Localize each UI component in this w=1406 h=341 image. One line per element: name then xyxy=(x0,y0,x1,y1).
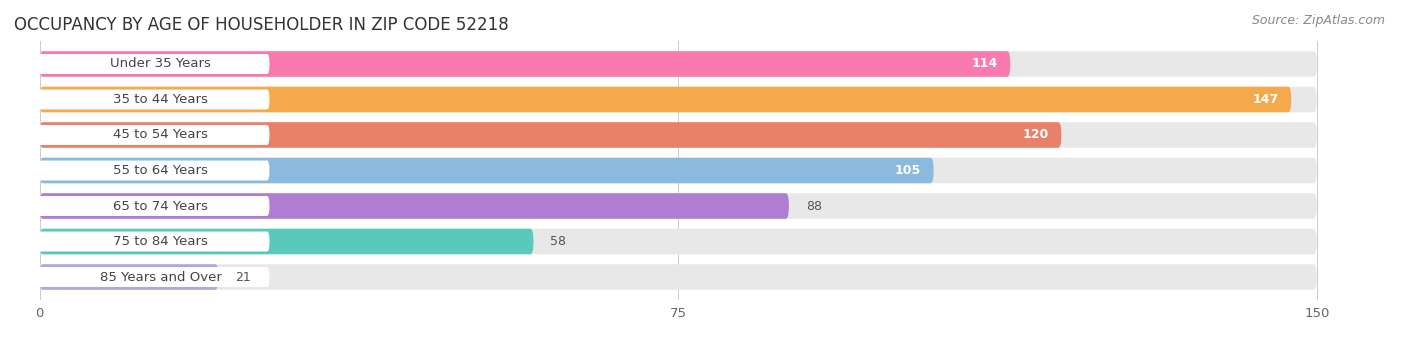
FancyBboxPatch shape xyxy=(39,193,1317,219)
Text: 21: 21 xyxy=(235,270,252,283)
FancyBboxPatch shape xyxy=(27,161,270,180)
Text: 45 to 54 Years: 45 to 54 Years xyxy=(114,129,208,142)
Text: 147: 147 xyxy=(1253,93,1278,106)
FancyBboxPatch shape xyxy=(27,125,270,145)
Text: Under 35 Years: Under 35 Years xyxy=(111,58,211,71)
FancyBboxPatch shape xyxy=(39,87,1317,112)
Text: OCCUPANCY BY AGE OF HOUSEHOLDER IN ZIP CODE 52218: OCCUPANCY BY AGE OF HOUSEHOLDER IN ZIP C… xyxy=(14,16,509,34)
FancyBboxPatch shape xyxy=(39,264,1317,290)
Text: 120: 120 xyxy=(1022,129,1049,142)
FancyBboxPatch shape xyxy=(39,193,789,219)
FancyBboxPatch shape xyxy=(39,229,1317,254)
Text: 75 to 84 Years: 75 to 84 Years xyxy=(114,235,208,248)
FancyBboxPatch shape xyxy=(39,122,1062,148)
FancyBboxPatch shape xyxy=(39,264,218,290)
Text: 114: 114 xyxy=(972,58,997,71)
FancyBboxPatch shape xyxy=(39,122,1317,148)
Text: 55 to 64 Years: 55 to 64 Years xyxy=(114,164,208,177)
Text: Source: ZipAtlas.com: Source: ZipAtlas.com xyxy=(1251,14,1385,27)
Text: 35 to 44 Years: 35 to 44 Years xyxy=(114,93,208,106)
FancyBboxPatch shape xyxy=(39,51,1011,77)
Text: 88: 88 xyxy=(806,199,823,212)
Text: 58: 58 xyxy=(551,235,567,248)
FancyBboxPatch shape xyxy=(27,267,270,287)
FancyBboxPatch shape xyxy=(39,87,1291,112)
Text: 65 to 74 Years: 65 to 74 Years xyxy=(114,199,208,212)
Text: 105: 105 xyxy=(894,164,921,177)
FancyBboxPatch shape xyxy=(27,54,270,74)
Text: 85 Years and Over: 85 Years and Over xyxy=(100,270,222,283)
FancyBboxPatch shape xyxy=(27,196,270,216)
FancyBboxPatch shape xyxy=(39,229,533,254)
FancyBboxPatch shape xyxy=(27,90,270,109)
FancyBboxPatch shape xyxy=(39,51,1317,77)
FancyBboxPatch shape xyxy=(39,158,934,183)
FancyBboxPatch shape xyxy=(27,232,270,251)
FancyBboxPatch shape xyxy=(39,158,1317,183)
